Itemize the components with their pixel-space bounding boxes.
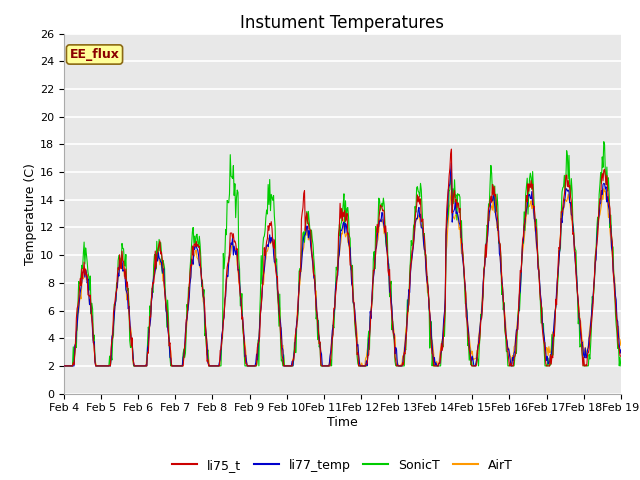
Title: Instument Temperatures: Instument Temperatures — [241, 14, 444, 32]
Legend: li75_t, li77_temp, SonicT, AirT: li75_t, li77_temp, SonicT, AirT — [167, 454, 518, 477]
X-axis label: Time: Time — [327, 416, 358, 429]
Text: EE_flux: EE_flux — [70, 48, 120, 61]
Y-axis label: Temperature (C): Temperature (C) — [24, 163, 37, 264]
